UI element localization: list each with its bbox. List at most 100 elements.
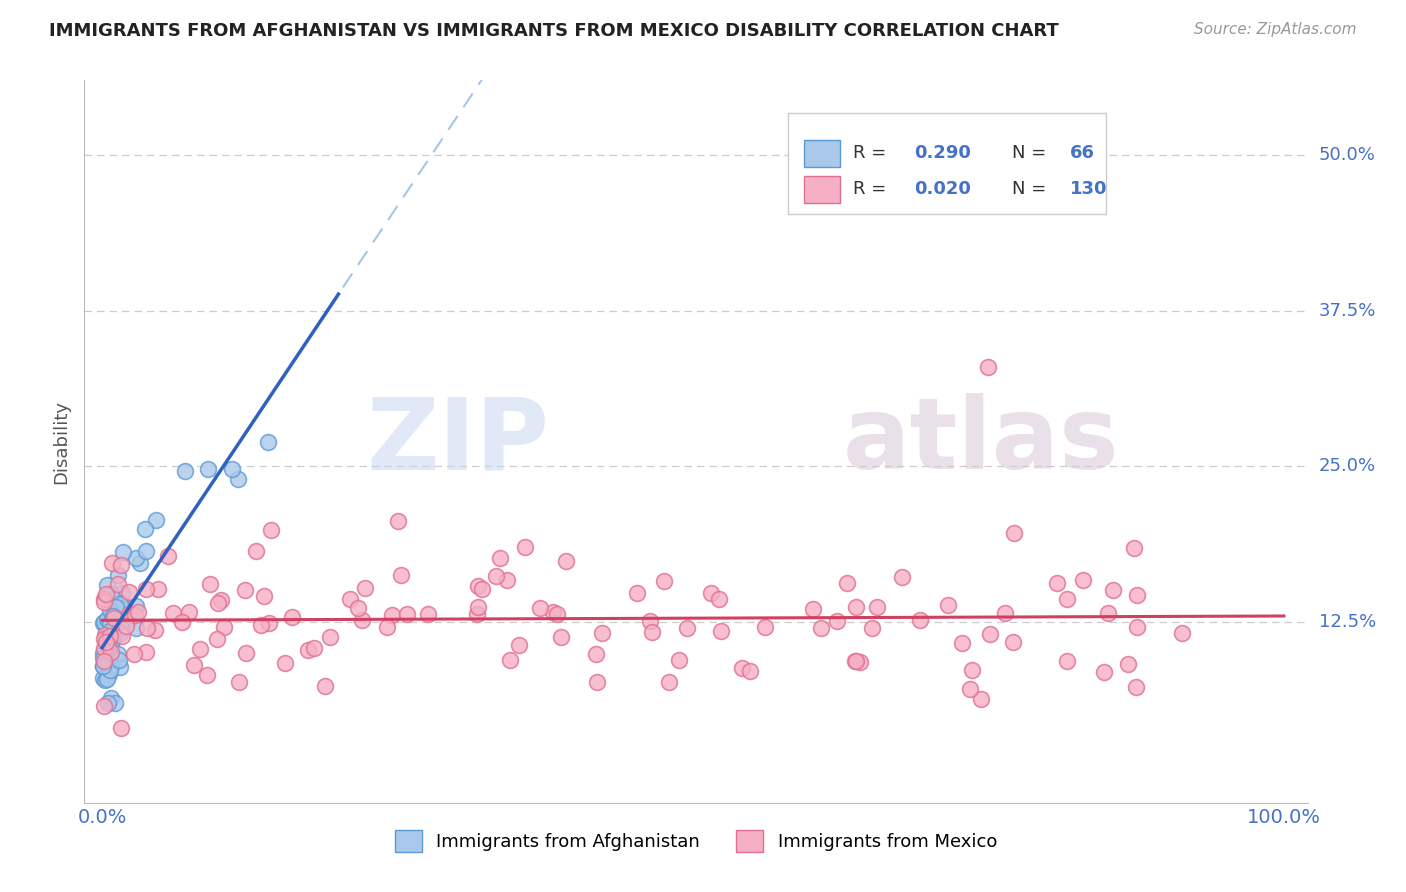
Point <box>100 556 122 570</box>
Point <box>1123 541 1146 555</box>
Point <box>125 599 148 614</box>
Point <box>654 574 676 588</box>
Point <box>100 587 122 601</box>
Point <box>994 606 1017 620</box>
Point <box>389 568 412 582</box>
Point <box>103 593 125 607</box>
Point <box>801 602 824 616</box>
Point <box>496 574 519 588</box>
Legend: Immigrants from Afghanistan, Immigrants from Mexico: Immigrants from Afghanistan, Immigrants … <box>388 822 1004 859</box>
Point <box>508 638 530 652</box>
Point <box>98 603 121 617</box>
Point <box>98 629 121 643</box>
Point <box>1056 592 1078 607</box>
Point <box>97 648 120 662</box>
Point <box>146 582 169 596</box>
Point <box>117 612 139 626</box>
Point <box>96 612 118 626</box>
Point <box>676 621 699 635</box>
Point <box>707 592 730 607</box>
Point <box>314 679 336 693</box>
Point <box>970 691 993 706</box>
Point <box>1056 654 1078 668</box>
Bar <box>804 139 841 167</box>
Point <box>555 554 578 568</box>
Point <box>114 602 136 616</box>
Point <box>111 586 134 600</box>
Text: ZIP: ZIP <box>367 393 550 490</box>
Point <box>638 614 661 628</box>
Point <box>862 621 884 635</box>
Point <box>91 651 114 665</box>
Point <box>96 578 118 592</box>
Point <box>143 623 166 637</box>
Text: 12.5%: 12.5% <box>1319 613 1376 632</box>
Point <box>754 620 776 634</box>
Point <box>339 592 361 607</box>
Point <box>179 605 201 619</box>
Point <box>93 699 115 714</box>
Point <box>281 610 304 624</box>
Point <box>346 601 368 615</box>
Point <box>302 641 325 656</box>
Point <box>1046 576 1069 591</box>
Point <box>845 654 868 668</box>
Point <box>541 606 564 620</box>
Point <box>93 592 115 607</box>
Point <box>97 592 120 607</box>
Point <box>529 601 551 615</box>
Point <box>97 643 120 657</box>
Point <box>1126 619 1149 633</box>
Point <box>124 608 146 623</box>
Point <box>173 464 195 478</box>
Point <box>105 599 128 614</box>
Point <box>94 643 117 657</box>
Point <box>122 647 145 661</box>
Point <box>112 599 135 613</box>
Point <box>162 607 184 621</box>
Text: R =: R = <box>852 179 891 198</box>
Point <box>467 599 489 614</box>
Text: 50.0%: 50.0% <box>1319 146 1375 164</box>
Point <box>1097 606 1119 620</box>
Point <box>101 623 124 637</box>
Point <box>1001 635 1024 649</box>
Point <box>252 589 274 603</box>
Point <box>107 567 129 582</box>
Point <box>97 696 120 710</box>
Point <box>96 656 118 670</box>
Point <box>100 658 122 673</box>
Point <box>488 551 510 566</box>
Point <box>1116 657 1139 672</box>
Point <box>94 620 117 634</box>
Point <box>207 596 229 610</box>
Point <box>375 620 398 634</box>
Point <box>110 558 132 573</box>
Text: 37.5%: 37.5% <box>1319 301 1376 319</box>
Point <box>1126 588 1149 602</box>
Point <box>699 585 721 599</box>
Point <box>188 641 211 656</box>
Text: 25.0%: 25.0% <box>1319 458 1376 475</box>
Text: N =: N = <box>1011 179 1052 198</box>
Point <box>100 626 122 640</box>
Point <box>849 655 872 669</box>
Point <box>111 629 134 643</box>
Point <box>979 627 1001 641</box>
Point <box>195 668 218 682</box>
Point <box>100 645 122 659</box>
Point <box>845 600 868 615</box>
Point <box>731 661 754 675</box>
Point <box>105 611 128 625</box>
Point <box>125 621 148 635</box>
Point <box>157 549 180 563</box>
Point <box>96 672 118 686</box>
Point <box>221 462 243 476</box>
Point <box>101 630 124 644</box>
Point <box>101 633 124 648</box>
Point <box>108 653 131 667</box>
Point <box>101 608 124 623</box>
Point <box>1002 525 1025 540</box>
Point <box>100 691 122 706</box>
Text: 0.290: 0.290 <box>914 144 970 161</box>
